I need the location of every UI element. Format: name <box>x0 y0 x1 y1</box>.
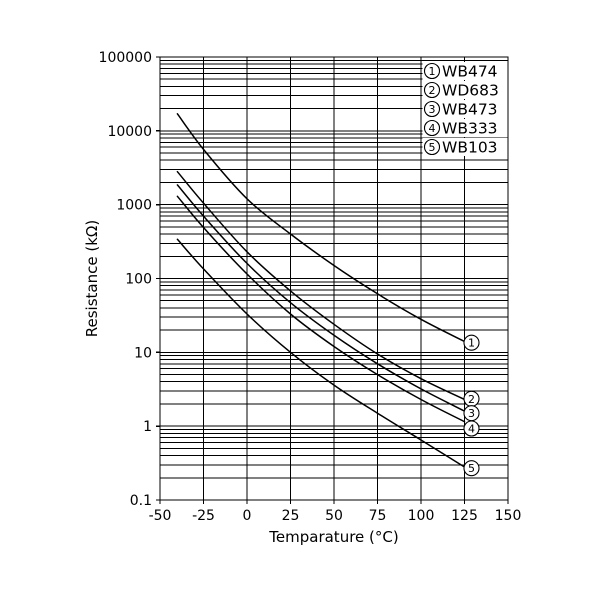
curve-end-label-number: 3 <box>468 407 475 420</box>
legend-label: WB103 <box>442 139 498 157</box>
legend-item-bg <box>422 100 508 118</box>
curve-end-label-circle <box>463 334 480 351</box>
legend-label: WB474 <box>442 63 498 81</box>
y-tick-label: 100 <box>125 272 152 288</box>
curve-wd683 <box>176 170 466 401</box>
legend-item-wd683: 2 WD683 <box>422 81 508 100</box>
x-tick-label: -25 <box>192 508 215 524</box>
curve-end-label-wb103 <box>463 460 480 477</box>
legend-label: WD683 <box>442 82 499 100</box>
legend-item-wb103: 5 WB103 <box>422 138 508 157</box>
x-tick-label: 0 <box>243 508 252 524</box>
legend-item-bg <box>422 81 508 99</box>
legend-number: 5 <box>429 141 436 154</box>
x-tick-label: 75 <box>369 508 387 524</box>
curve-end-label-number: 2 <box>468 393 475 406</box>
x-tick-label: 150 <box>495 508 522 524</box>
curve-wb103 <box>176 238 466 468</box>
legend-number-circle <box>423 119 441 137</box>
y-tick-label: 10 <box>134 345 152 361</box>
curve-wb333 <box>176 195 466 423</box>
y-axis-title: Resistance (kΩ) <box>83 220 101 337</box>
legend-label: WB473 <box>442 101 498 119</box>
x-tick-label: 25 <box>282 508 300 524</box>
legend-number-circle <box>423 100 441 118</box>
curve-wb474 <box>176 113 466 343</box>
curve-wb473 <box>176 184 466 412</box>
x-tick-label: -50 <box>149 508 172 524</box>
y-tick-label: 100000 <box>99 50 152 66</box>
legend-item-wb473: 3 WB473 <box>422 100 508 119</box>
x-tick-label: 125 <box>451 508 478 524</box>
x-tick-label: 100 <box>408 508 435 524</box>
y-tick-label: 1000 <box>116 198 152 214</box>
axis-ticks <box>156 56 509 504</box>
legend-item-wb333: 4 WB333 <box>422 119 508 138</box>
legend-label: WB333 <box>442 120 498 138</box>
curve-end-label-circle <box>463 420 480 437</box>
y-tick-label: 1 <box>143 419 152 435</box>
y-tick-label: 0.1 <box>130 493 152 509</box>
x-tick-label: 50 <box>325 508 343 524</box>
legend-item-wb474: 1 WB474 <box>422 62 508 81</box>
legend-number-circle <box>423 138 441 156</box>
curve-end-label-number: 5 <box>468 462 475 475</box>
legend-item-bg <box>422 138 508 156</box>
y-tick-label: 10000 <box>107 124 152 140</box>
legend-number-circle <box>423 81 441 99</box>
legend-item-bg <box>422 119 508 137</box>
curve-end-label-wb333 <box>463 420 480 437</box>
legend-number: 4 <box>429 122 436 135</box>
legend-number: 1 <box>429 65 436 78</box>
curve-end-label-wb474 <box>463 334 480 351</box>
legend: 1 WB474 2 WD683 3 WB473 4 WB333 5 WB103 <box>422 62 508 157</box>
legend-number-circle <box>423 62 441 80</box>
legend-item-bg <box>422 62 508 80</box>
curve-end-label-number: 4 <box>468 423 475 436</box>
curve-end-label-number: 1 <box>468 337 475 350</box>
curve-end-label-circle <box>463 460 480 477</box>
legend-number: 3 <box>429 103 436 116</box>
x-axis-title: Temparature (°C) <box>268 528 398 546</box>
legend-number: 2 <box>429 84 436 97</box>
